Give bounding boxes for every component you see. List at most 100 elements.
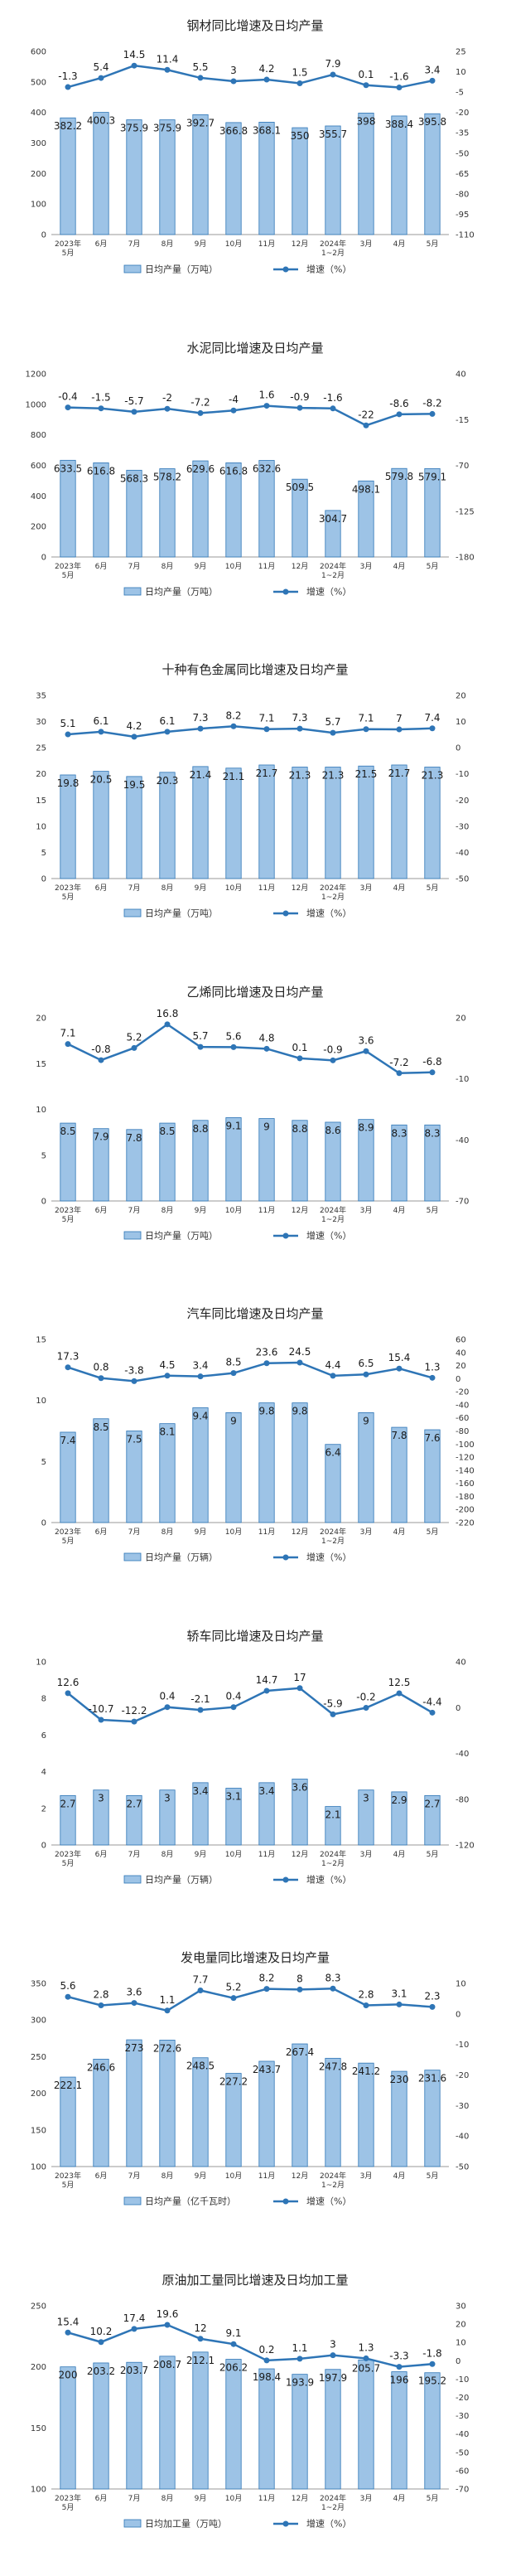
- right-axis-tick-label: -80: [456, 1427, 469, 1436]
- chart-title: 汽车同比增速及日均产量: [186, 1306, 323, 1321]
- x-axis-tick-label: 2023年: [55, 2493, 81, 2503]
- bar-value-label: 398: [357, 115, 376, 127]
- bar-value-label: 3.4: [192, 1785, 208, 1797]
- x-axis-tick-label: 2023年: [55, 1205, 81, 1215]
- right-axis-tick-label: 10: [456, 68, 466, 77]
- line-value-label: 7.4: [424, 712, 440, 724]
- right-axis-tick-label: -110: [456, 231, 475, 240]
- right-axis-tick-label: -120: [456, 1454, 475, 1463]
- line-value-label: -5.9: [323, 1697, 342, 1709]
- x-axis-tick-label: 8月: [161, 1850, 174, 1859]
- bar-value-label: 578.2: [153, 472, 181, 483]
- legend-line-label: 增速（%）: [306, 2518, 351, 2530]
- bar-value-label: 21.4: [190, 769, 212, 781]
- bar-value-label: 355.7: [319, 128, 347, 140]
- x-axis-tick-label: 5月: [62, 2503, 75, 2512]
- left-axis-tick-label: 800: [31, 431, 46, 440]
- line-point: [65, 1364, 71, 1371]
- bar: [325, 510, 341, 558]
- line-value-label: 6.1: [93, 715, 108, 727]
- right-axis-tick-label: -40: [456, 1136, 469, 1145]
- line-value-label: 6.1: [159, 715, 175, 727]
- line-value-label: 0.4: [225, 1691, 241, 1702]
- line-point: [263, 1360, 270, 1367]
- bar-value-label: 579.1: [418, 471, 446, 482]
- bar-value-label: 203.2: [87, 2365, 115, 2377]
- bar-value-label: 246.6: [87, 2061, 115, 2073]
- bar: [258, 2368, 275, 2490]
- right-axis-tick-label: 40: [456, 370, 466, 380]
- right-axis-tick-label: -5: [456, 89, 464, 98]
- bar: [325, 767, 341, 879]
- x-axis-tick-label: 6月: [95, 240, 108, 249]
- x-axis-tick-label: 3月: [360, 1206, 373, 1215]
- right-axis-tick-label: -30: [456, 822, 469, 831]
- bar-value-label: 7.9: [93, 1131, 108, 1143]
- bar-value-label: 8.5: [60, 1126, 75, 1137]
- legend-bar-swatch: [123, 1231, 142, 1240]
- bar-value-label: 21.1: [223, 771, 245, 782]
- x-axis-tick-label: 11月: [258, 1206, 275, 1215]
- bar: [325, 2369, 341, 2490]
- bar-value-label: 19.8: [57, 777, 80, 789]
- line-point: [98, 1057, 104, 1063]
- bar: [325, 2057, 341, 2167]
- bar: [60, 2366, 76, 2490]
- x-axis-tick-label: 11月: [258, 884, 275, 893]
- x-axis-tick-label: 6月: [95, 1528, 108, 1537]
- line-value-label: 6.5: [358, 1358, 374, 1369]
- line-value-label: 14.5: [123, 49, 146, 61]
- bar: [192, 2351, 209, 2490]
- line-value-label: -0.8: [91, 1043, 110, 1055]
- legend-line-marker: [282, 588, 289, 595]
- line-value-label: 4.8: [258, 1032, 274, 1043]
- bar-value-label: 9.1: [225, 1120, 241, 1131]
- bar: [424, 767, 441, 879]
- line-value-label: 1.3: [358, 2341, 374, 2353]
- line-point: [197, 409, 204, 416]
- line-value-label: 2.8: [358, 1989, 374, 2001]
- x-axis-tick-label: 2024年: [320, 1849, 346, 1859]
- bar-value-label: 632.6: [253, 462, 281, 474]
- right-axis-tick-label: -10: [456, 770, 469, 779]
- legend-bar-swatch: [123, 1552, 142, 1562]
- line-value-label: 24.5: [289, 1346, 311, 1358]
- x-axis-tick-label: 12月: [292, 1528, 308, 1537]
- line-value-label: -3.3: [389, 2351, 408, 2362]
- x-axis-tick-label: 2024年: [320, 2493, 346, 2503]
- bar-value-label: 3.1: [225, 1790, 241, 1802]
- line-point: [98, 1375, 104, 1382]
- x-axis-tick-label: 7月: [128, 884, 141, 893]
- bar: [126, 776, 142, 879]
- bar-value-label: 6.4: [325, 1447, 340, 1459]
- line-point: [230, 2341, 237, 2347]
- x-axis-tick-label: 10月: [225, 1528, 242, 1537]
- bar: [159, 772, 176, 879]
- bar: [192, 1782, 209, 1846]
- chart-title: 轿车同比增速及日均产量: [186, 1629, 323, 1644]
- bar-value-label: 9.8: [258, 1406, 274, 1417]
- bar-value-label: 248.5: [186, 2060, 215, 2072]
- line-point: [65, 1993, 71, 2000]
- right-axis-tick-label: 0: [456, 1375, 460, 1384]
- legend-line-marker: [282, 910, 289, 917]
- line-point: [363, 1371, 369, 1378]
- bar: [159, 1789, 176, 1846]
- legend-line-marker: [282, 1554, 289, 1561]
- x-axis-tick-label: 2023年: [55, 239, 81, 249]
- bar: [159, 1122, 176, 1202]
- left-axis-tick-label: 200: [31, 2089, 46, 2099]
- line-point: [429, 77, 436, 84]
- line-value-label: 0.1: [292, 1042, 307, 1053]
- bar: [225, 2359, 242, 2490]
- line-point: [65, 1690, 71, 1697]
- x-axis-tick-label: 12月: [292, 1206, 308, 1215]
- x-axis-tick-label: 10月: [225, 1850, 242, 1859]
- left-axis-tick-label: 250: [31, 2302, 46, 2312]
- left-axis-tick-label: 0: [41, 231, 46, 240]
- line-value-label: 4.2: [258, 63, 274, 75]
- line-point: [197, 1987, 204, 1993]
- bar: [358, 1411, 374, 1523]
- left-axis-tick-label: 150: [31, 2126, 46, 2135]
- x-axis-tick-label: 4月: [393, 562, 406, 571]
